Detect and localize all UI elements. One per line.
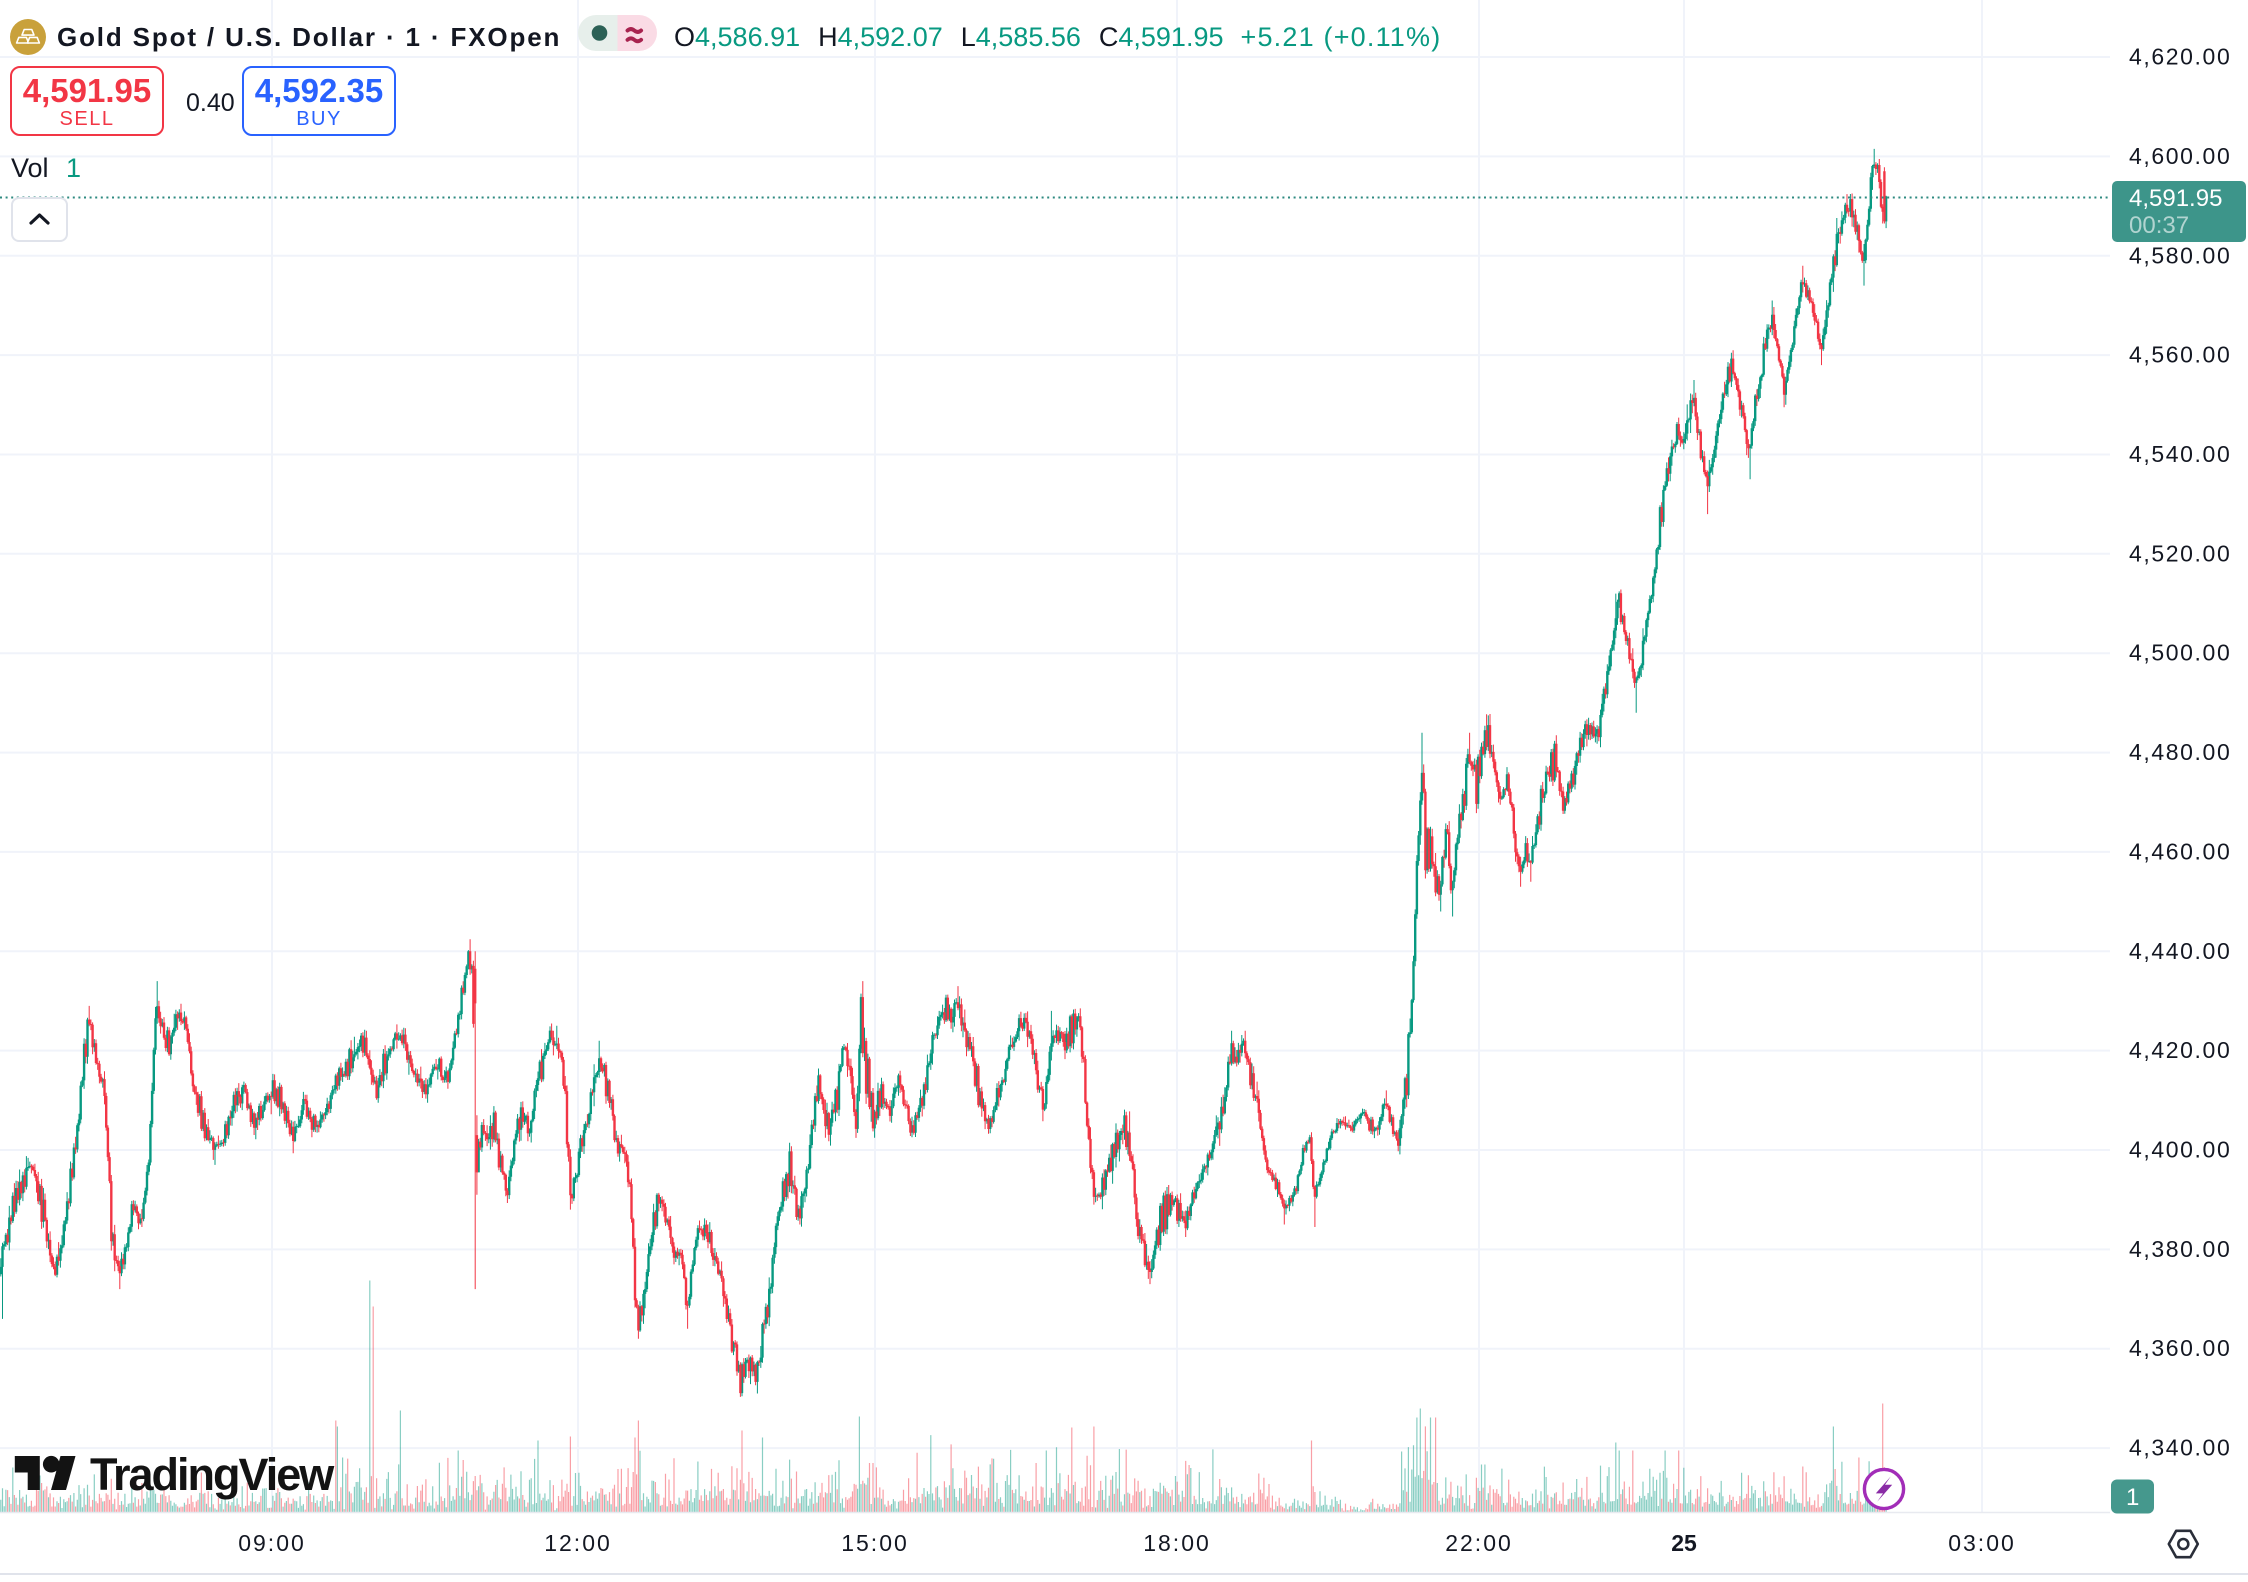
svg-text:4,520.00: 4,520.00: [2129, 540, 2231, 566]
svg-text:TradingView: TradingView: [90, 1449, 335, 1500]
svg-text:4,360.00: 4,360.00: [2129, 1335, 2231, 1361]
svg-text:09:00: 09:00: [238, 1530, 306, 1556]
svg-text:4,500.00: 4,500.00: [2129, 640, 2231, 666]
svg-text:4,580.00: 4,580.00: [2129, 242, 2231, 268]
svg-text:18:00: 18:00: [1143, 1530, 1211, 1556]
svg-text:4,440.00: 4,440.00: [2129, 938, 2231, 964]
svg-text:4,400.00: 4,400.00: [2129, 1137, 2231, 1163]
svg-text:4,340.00: 4,340.00: [2129, 1435, 2231, 1461]
svg-text:4,600.00: 4,600.00: [2129, 143, 2231, 169]
svg-text:4,380.00: 4,380.00: [2129, 1236, 2231, 1262]
svg-text:4,540.00: 4,540.00: [2129, 441, 2231, 467]
svg-text:4,620.00: 4,620.00: [2129, 44, 2231, 70]
svg-text:4,460.00: 4,460.00: [2129, 838, 2231, 864]
svg-text:4,560.00: 4,560.00: [2129, 342, 2231, 368]
svg-text:4,480.00: 4,480.00: [2129, 739, 2231, 765]
svg-text:4,591.95: 4,591.95: [2129, 185, 2222, 212]
svg-text:00:37: 00:37: [2129, 212, 2189, 239]
svg-text:1: 1: [2126, 1484, 2139, 1511]
svg-text:4,420.00: 4,420.00: [2129, 1037, 2231, 1063]
svg-text:15:00: 15:00: [841, 1530, 909, 1556]
svg-text:25: 25: [1671, 1530, 1697, 1556]
svg-text:12:00: 12:00: [544, 1530, 612, 1556]
svg-text:22:00: 22:00: [1445, 1530, 1513, 1556]
svg-text:03:00: 03:00: [1948, 1530, 2016, 1556]
